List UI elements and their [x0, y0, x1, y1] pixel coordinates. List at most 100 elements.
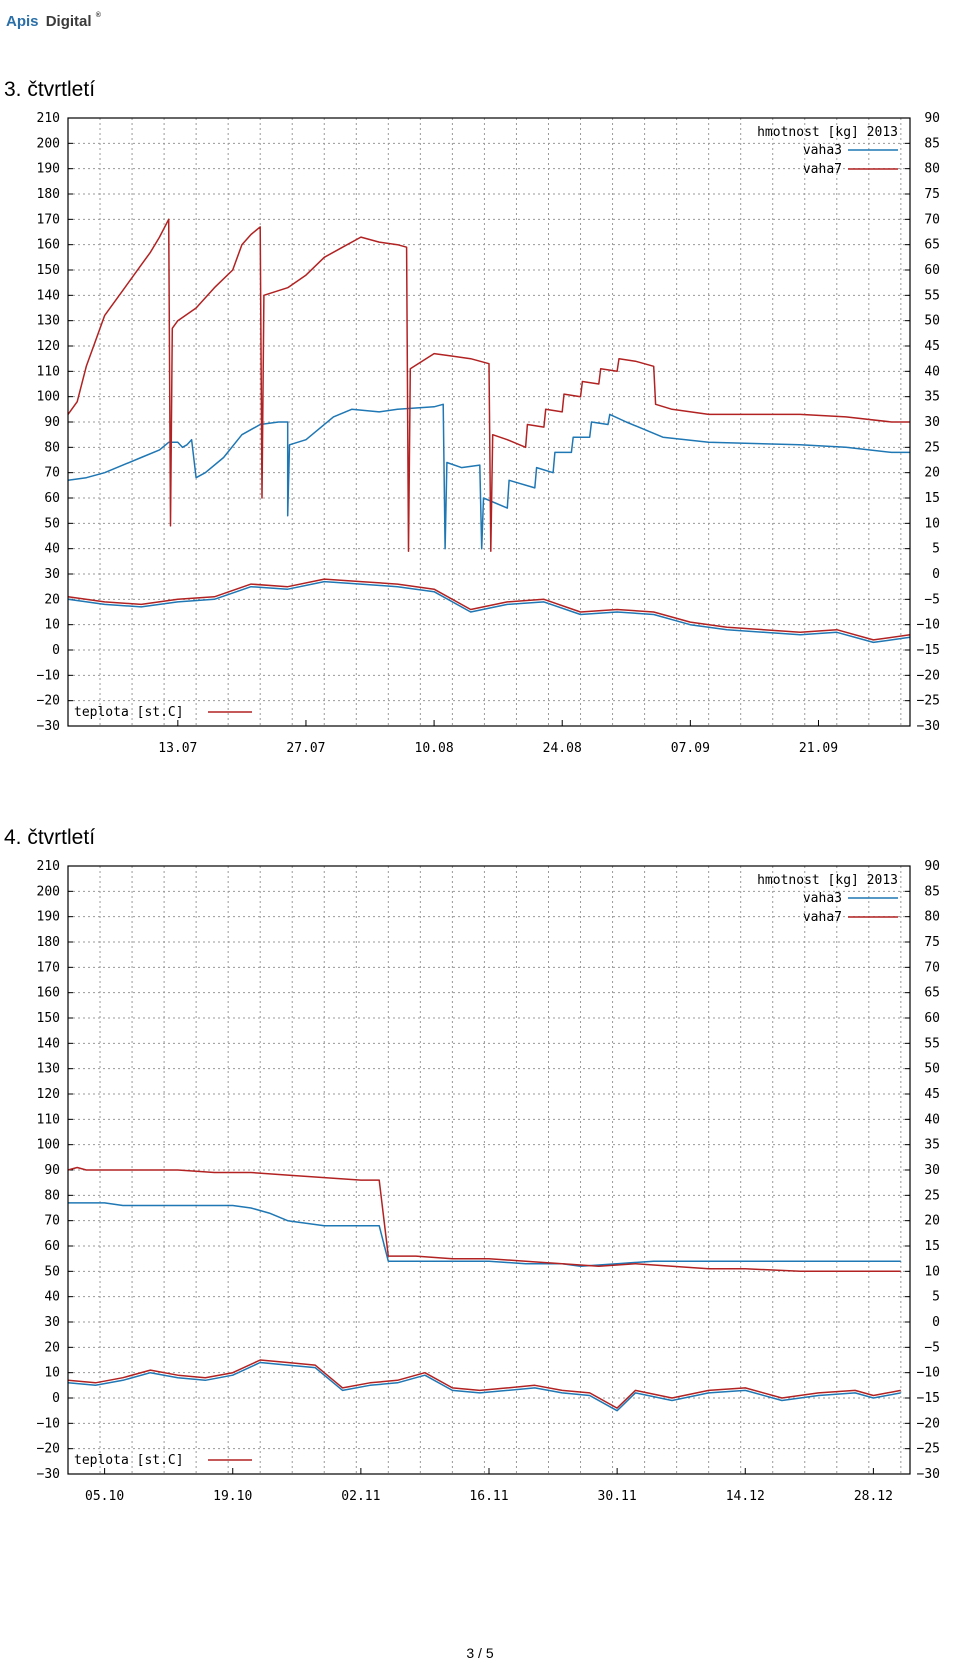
y-left-tick-label: 70 — [44, 466, 60, 481]
y-left-tick-label: −10 — [37, 668, 60, 683]
y-right-tick-label: −10 — [917, 618, 940, 633]
x-tick-label: 19.10 — [213, 1489, 252, 1504]
section-title-q3: 3. čtvrtletí — [4, 78, 96, 101]
x-tick-label: 28.12 — [854, 1489, 893, 1504]
series-line-vaha3 — [67, 403, 910, 550]
legend-temperature: teplota [st.C] — [74, 705, 184, 720]
legend-entry-vaha3: vaha3 — [803, 143, 842, 158]
y-left-tick-label: 20 — [44, 1340, 60, 1355]
apis-digital-logo: Apis Digital ® — [6, 11, 102, 30]
y-right-tick-label: −5 — [924, 592, 940, 607]
x-tick-label: 30.11 — [598, 1489, 637, 1504]
y-left-tick-label: 190 — [37, 910, 60, 925]
y-right-tick-label: 50 — [924, 314, 940, 329]
y-left-tick-label: −30 — [37, 1467, 60, 1482]
y-left-tick-label: 200 — [37, 884, 60, 899]
y-left-tick-label: 20 — [44, 592, 60, 607]
y-right-tick-label: 40 — [924, 1112, 940, 1127]
y-right-tick-label: 50 — [924, 1062, 940, 1077]
x-tick-label: 16.11 — [469, 1489, 508, 1504]
y-left-tick-label: 110 — [37, 364, 60, 379]
x-tick-label: 21.09 — [799, 741, 838, 756]
y-right-tick-label: 70 — [924, 212, 940, 227]
y-right-tick-label: 10 — [924, 516, 940, 531]
series-line-teplota_vaha7 — [67, 578, 911, 641]
series-line-teplota_vaha7 — [67, 1359, 901, 1409]
y-left-tick-label: 80 — [44, 1188, 60, 1203]
y-left-tick-label: 190 — [37, 162, 60, 177]
logo-digital-text: Digital — [46, 13, 92, 30]
y-right-tick-label: 65 — [924, 986, 940, 1001]
y-left-tick-label: 40 — [44, 542, 60, 557]
y-right-tick-label: 35 — [924, 390, 940, 405]
y-right-tick-label: −25 — [917, 694, 940, 709]
y-right-tick-label: 5 — [932, 1290, 940, 1305]
y-left-tick-label: 210 — [37, 112, 60, 126]
y-left-tick-label: 110 — [37, 1112, 60, 1127]
y-left-tick-label: 100 — [37, 1138, 60, 1153]
y-right-tick-label: 55 — [924, 288, 940, 303]
y-right-tick-label: 80 — [924, 162, 940, 177]
y-left-tick-label: 60 — [44, 1239, 60, 1254]
y-right-tick-label: 40 — [924, 364, 940, 379]
y-right-tick-label: 10 — [924, 1264, 940, 1279]
y-right-tick-label: −30 — [917, 719, 940, 734]
y-right-tick-label: 75 — [924, 187, 940, 202]
y-left-tick-label: 160 — [37, 986, 60, 1001]
y-left-tick-label: 100 — [37, 390, 60, 405]
y-left-tick-label: 200 — [37, 136, 60, 151]
y-right-tick-label: 60 — [924, 1011, 940, 1026]
y-left-tick-label: 180 — [37, 935, 60, 950]
chart-q3: −30−20−100102030405060708090100110120130… — [37, 112, 940, 756]
y-right-tick-label: 15 — [924, 1239, 940, 1254]
y-left-tick-label: 150 — [37, 1011, 60, 1026]
y-left-tick-label: −10 — [37, 1416, 60, 1431]
y-right-tick-label: −20 — [917, 1416, 940, 1431]
series-line-teplota_vaha3 — [67, 580, 911, 644]
x-tick-label: 10.08 — [415, 741, 454, 756]
y-left-tick-label: 130 — [37, 314, 60, 329]
legend-entry-vaha7: vaha7 — [803, 162, 842, 177]
y-left-tick-label: 150 — [37, 263, 60, 278]
y-right-tick-label: −15 — [917, 1391, 940, 1406]
y-left-tick-label: −20 — [37, 694, 60, 709]
y-right-tick-label: 20 — [924, 1214, 940, 1229]
logo-registered-mark: ® — [96, 11, 102, 19]
y-left-tick-label: 0 — [52, 643, 60, 658]
plot-frame — [67, 865, 911, 1475]
x-tick-label: 07.09 — [671, 741, 710, 756]
y-right-tick-label: 0 — [932, 567, 940, 582]
y-right-tick-label: 65 — [924, 238, 940, 253]
y-left-tick-label: 210 — [37, 860, 60, 874]
series-line-vaha7 — [67, 1166, 901, 1273]
chart-q4: −30−20−100102030405060708090100110120130… — [37, 860, 940, 1504]
legend-temperature: teplota [st.C] — [74, 1453, 184, 1468]
y-left-tick-label: 130 — [37, 1062, 60, 1077]
page-number: 3 / 5 — [466, 1645, 494, 1661]
y-left-tick-label: 30 — [44, 1315, 60, 1330]
y-right-tick-label: 25 — [924, 440, 940, 455]
y-right-tick-label: −10 — [917, 1366, 940, 1381]
y-right-tick-label: 85 — [924, 136, 940, 151]
logo-apis-text: Apis — [6, 13, 39, 30]
y-right-tick-label: 80 — [924, 910, 940, 925]
section-title-q4: 4. čtvrtletí — [4, 826, 96, 849]
y-left-tick-label: 10 — [44, 618, 60, 633]
y-left-tick-label: −30 — [37, 719, 60, 734]
y-right-tick-label: 45 — [924, 1087, 940, 1102]
y-left-tick-label: 60 — [44, 491, 60, 506]
x-tick-label: 14.12 — [726, 1489, 765, 1504]
y-right-tick-label: 45 — [924, 339, 940, 354]
series-line-vaha7 — [67, 218, 910, 552]
y-right-tick-label: 90 — [924, 112, 940, 126]
plot-frame — [67, 117, 911, 727]
y-right-tick-label: −15 — [917, 643, 940, 658]
y-right-tick-label: 20 — [924, 466, 940, 481]
y-right-tick-label: −20 — [917, 668, 940, 683]
y-left-tick-label: 170 — [37, 960, 60, 975]
y-left-tick-label: 0 — [52, 1391, 60, 1406]
y-right-tick-label: 35 — [924, 1138, 940, 1153]
y-left-tick-label: 80 — [44, 440, 60, 455]
series-line-teplota_vaha3 — [67, 1361, 901, 1412]
y-right-tick-label: 30 — [924, 1163, 940, 1178]
